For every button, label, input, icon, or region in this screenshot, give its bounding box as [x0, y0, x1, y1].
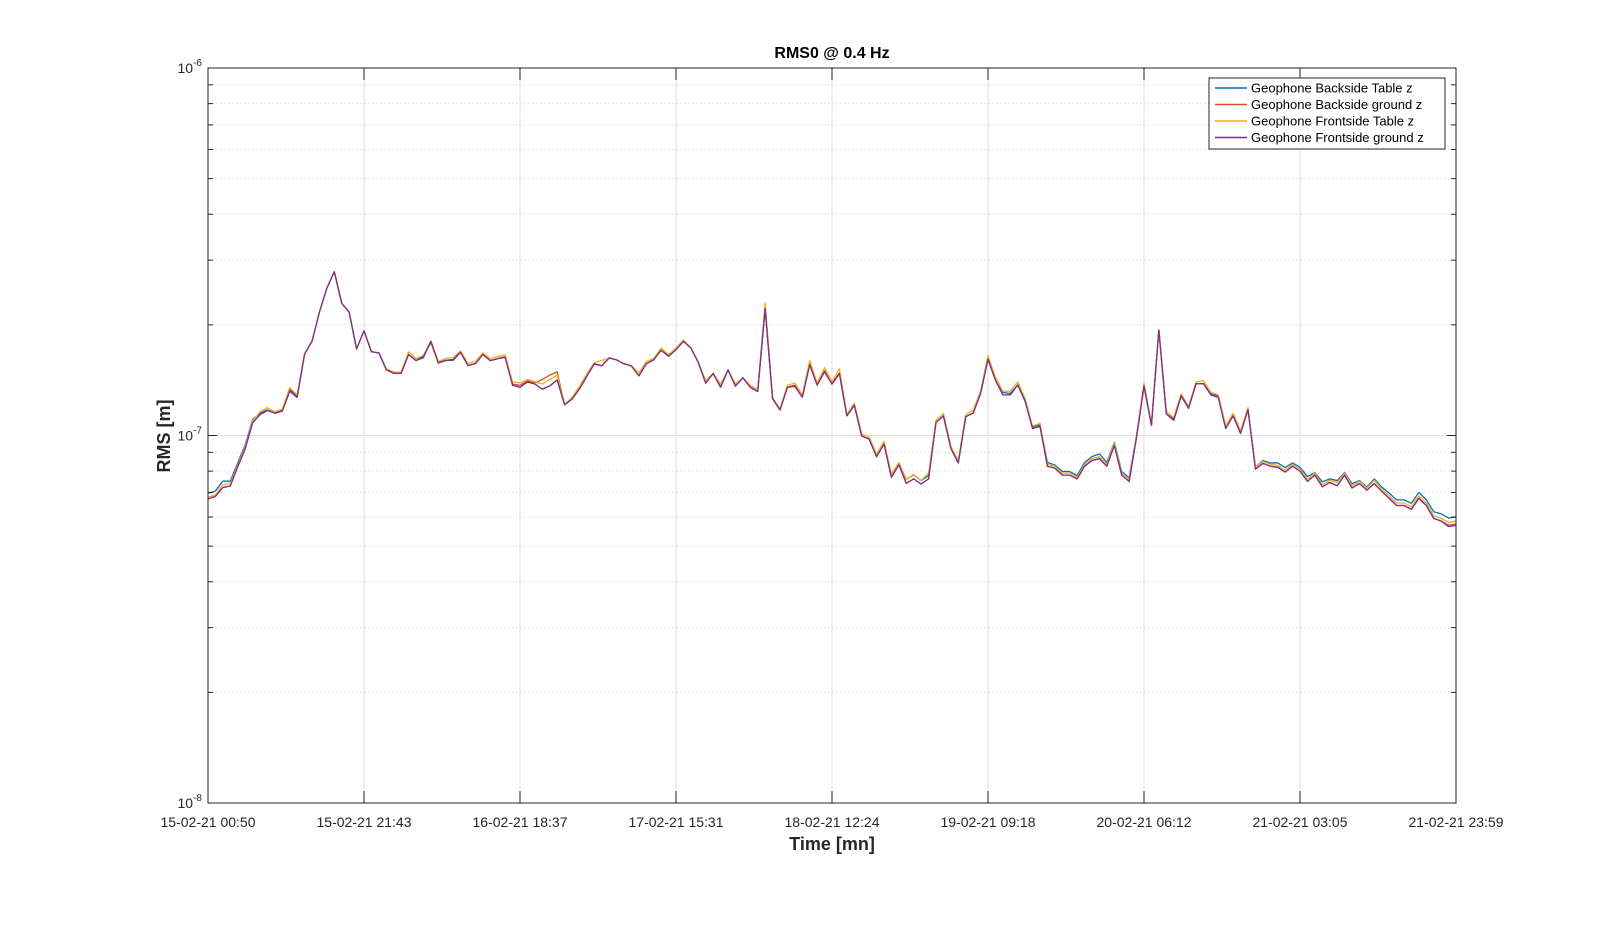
series-line-3 [207, 270, 1457, 524]
x-tick-label: 15-02-21 21:43 [317, 814, 412, 830]
x-tick-labels: 15-02-21 00:50 15-02-21 21:43 16-02-21 18:… [161, 814, 1504, 830]
legend-label: Geophone Frontside ground z [1251, 130, 1424, 145]
legend-label: Geophone Backside ground z [1251, 97, 1422, 112]
y-tick-label: 10-7 [178, 426, 203, 444]
x-axis-title: Time [mn] [789, 834, 875, 854]
chart-title: RMS0 @ 0.4 Hz [774, 45, 889, 62]
legend-label: Geophone Backside Table z [1251, 81, 1413, 96]
x-tick-label: 17-02-21 15:31 [629, 814, 724, 830]
x-tick-label: 15-02-21 00:50 [161, 814, 256, 830]
x-tick-label: 20-02-21 06:12 [1097, 814, 1192, 830]
x-tick-label: 21-02-21 23:59 [1409, 814, 1504, 830]
series-lines [207, 270, 1457, 528]
legend-label: Geophone Frontside Table z [1251, 114, 1414, 129]
legend-box [1208, 77, 1446, 150]
x-tick-label: 19-02-21 09:18 [941, 814, 1036, 830]
axis-ticks [207, 68, 1457, 804]
series-line-4 [207, 270, 1457, 528]
y-axis-title: RMS [m] [154, 400, 174, 473]
y-tick-label: 10-6 [178, 58, 203, 76]
y-tick-labels: 10-6 10-7 10-8 [178, 58, 203, 811]
x-tick-label: 16-02-21 18:37 [473, 814, 568, 830]
x-tick-label: 18-02-21 12:24 [785, 814, 880, 830]
x-tick-label: 21-02-21 03:05 [1253, 814, 1348, 830]
y-tick-label: 10-8 [178, 793, 203, 811]
